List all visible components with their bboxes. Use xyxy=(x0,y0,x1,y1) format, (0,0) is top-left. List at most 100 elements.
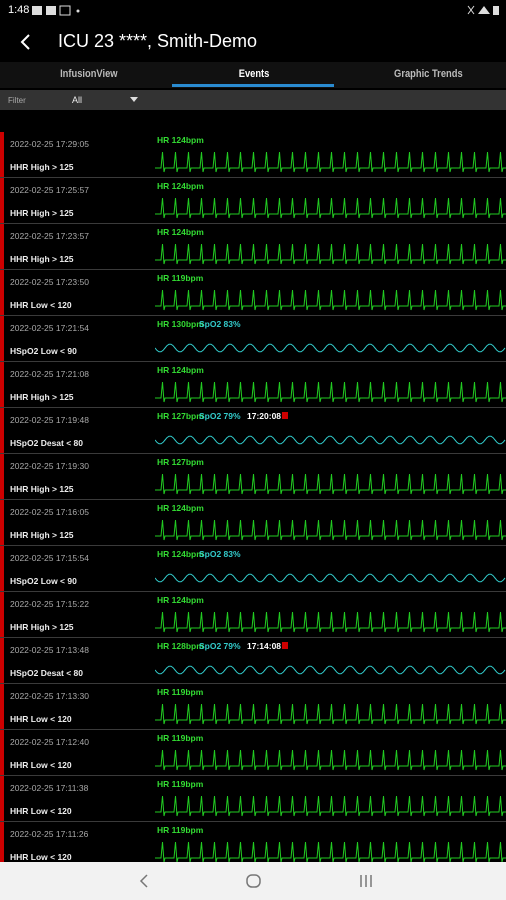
alarm-indicator xyxy=(0,224,4,269)
event-time: 2022-02-25 17:11:26 xyxy=(10,829,89,839)
hr-label: HR 124bpm xyxy=(157,595,204,605)
event-time: 2022-02-25 17:12:40 xyxy=(10,737,89,747)
alarm-indicator xyxy=(0,592,4,637)
filter-label: Filter xyxy=(8,96,26,105)
event-row[interactable]: 2022-02-25 17:25:57 HHR High > 125 HR 124b… xyxy=(0,178,506,224)
event-row[interactable]: 2022-02-25 17:16:05 HHR High > 125 HR 124b… xyxy=(0,500,506,546)
event-row[interactable]: 2022-02-25 17:15:54 HSpO2 Low < 90 HR 124b… xyxy=(0,546,506,592)
nav-back[interactable] xyxy=(139,874,148,888)
event-time: 2022-02-25 17:13:30 xyxy=(10,691,89,701)
event-row[interactable]: 2022-02-25 17:11:26 HHR Low < 120 HR 119bp… xyxy=(0,822,506,862)
nav-home[interactable] xyxy=(246,874,261,888)
filter-value[interactable]: All xyxy=(72,95,83,105)
event-row[interactable]: 2022-02-25 17:23:50 HHR Low < 120 HR 119bp… xyxy=(0,270,506,316)
waveform-line xyxy=(155,381,506,403)
waveform-line xyxy=(155,151,506,173)
alarm-type: HHR High > 125 xyxy=(10,162,74,172)
status-bar: 1:48 xyxy=(0,0,506,22)
pleth-waveform xyxy=(155,110,506,132)
ecg-waveform xyxy=(155,749,506,771)
event-row[interactable]: 2022-02-25 17:29:05 HHR High > 125 HR 124b… xyxy=(0,132,506,178)
alarm-type: HSpO2 Desat < 80 xyxy=(10,438,83,448)
back-button[interactable] xyxy=(18,32,34,52)
filter-bar: Filter All xyxy=(0,90,506,110)
waveform-line xyxy=(155,289,506,311)
event-row[interactable]: 2022-02-25 17:11:38 HHR Low < 120 HR 119bp… xyxy=(0,776,506,822)
event-row[interactable]: 2022-02-25 17:12:40 HHR Low < 120 HR 119bp… xyxy=(0,730,506,776)
event-time: 2022-02-25 17:23:50 xyxy=(10,277,89,287)
alarm-type: HHR Low < 120 xyxy=(10,852,72,862)
event-time: 2022-02-25 17:21:54 xyxy=(10,323,89,333)
event-row[interactable]: 2022-02-25 17:13:48 HSpO2 Desat < 80 HR 12… xyxy=(0,638,506,684)
alarm-type: HHR High > 125 xyxy=(10,622,74,632)
waveform-line xyxy=(155,841,506,862)
alarm-type: HHR High > 125 xyxy=(10,254,74,264)
ecg-waveform xyxy=(155,519,506,541)
nav-recent[interactable] xyxy=(360,875,372,887)
alarm-indicator xyxy=(0,178,4,223)
alarm-indicator xyxy=(0,316,4,361)
ecg-waveform xyxy=(155,381,506,403)
event-row[interactable]: 2022-02-25 17:23:57 HHR High > 125 HR 124b… xyxy=(0,224,506,270)
ecg-waveform xyxy=(155,841,506,862)
header: ICU 23 ****, Smith-Demo xyxy=(0,22,506,62)
event-time: 2022-02-25 17:25:57 xyxy=(10,185,89,195)
event-time: 2022-02-25 17:19:30 xyxy=(10,461,89,471)
marker-time: 17:20:08 xyxy=(247,411,282,421)
hr-label: HR 119bpm xyxy=(157,825,204,835)
waveform-line xyxy=(155,703,506,725)
spo2-label: SpO2 83% xyxy=(199,549,241,559)
tab[interactable]: InfusionView xyxy=(60,68,118,80)
marker-time: 17:14:08 xyxy=(247,641,282,651)
hr-label: HR 124bpm xyxy=(157,227,204,237)
ecg-waveform xyxy=(155,703,506,725)
ecg-waveform xyxy=(155,611,506,633)
event-row[interactable]: 2022-02-25 17:13:30 HHR Low < 120 HR 119bp… xyxy=(0,684,506,730)
nav-icons xyxy=(139,874,372,888)
alarm-type: HSpO2 Low < 90 xyxy=(10,346,77,356)
event-row[interactable]: 2022-02-25 17:19:30 HHR High > 125 HR 127b… xyxy=(0,454,506,500)
spo2-label: SpO2 79% xyxy=(199,641,241,651)
waveform-line xyxy=(155,435,506,445)
hr-label: HR 119bpm xyxy=(157,733,204,743)
alarm-type: HHR High > 125 xyxy=(10,392,74,402)
waveform-line xyxy=(155,519,506,541)
status-icons xyxy=(32,5,80,16)
waveform-line xyxy=(155,611,506,633)
waveform-line xyxy=(155,473,506,495)
alarm-indicator xyxy=(0,270,4,315)
spo2-label: SpO2 79% xyxy=(199,411,241,421)
hr-label: HR 119bpm xyxy=(157,273,204,283)
alarm-indicator xyxy=(0,546,4,591)
alarm-type: HHR High > 125 xyxy=(10,208,74,218)
event-row[interactable]: 2022-02-25 17:19:48 HSpO2 Desat < 80 HR 12… xyxy=(0,408,506,454)
alarm-indicator xyxy=(0,408,4,453)
tab[interactable]: Graphic Trends xyxy=(394,68,463,80)
event-row[interactable]: 2022-02-25 17:21:08 HHR High > 125 HR 124b… xyxy=(0,362,506,408)
event-row[interactable]: 2022-02-25 17:21:54 HSpO2 Low < 90 HR 130b… xyxy=(0,316,506,362)
alarm-indicator xyxy=(0,776,4,821)
waveform-line xyxy=(155,197,506,219)
tab-active[interactable]: Events xyxy=(238,68,270,80)
event-row[interactable]: 2022-02-25 17:15:22 HHR High > 125 HR 124b… xyxy=(0,592,506,638)
alarm-indicator xyxy=(0,500,4,545)
system-icons xyxy=(467,5,499,15)
event-time: 2022-02-25 17:11:38 xyxy=(10,783,89,793)
pleth-waveform xyxy=(155,665,506,675)
hr-label: HR 124bpm xyxy=(157,503,204,513)
event-time: 2022-02-25 17:21:08 xyxy=(10,369,89,379)
dropdown-arrow[interactable] xyxy=(130,97,138,103)
clock: 1:48 xyxy=(8,4,30,16)
alarm-indicator xyxy=(0,822,4,862)
alarm-indicator xyxy=(0,132,4,177)
ecg-waveform xyxy=(155,473,506,495)
ecg-waveform xyxy=(155,151,506,173)
spo2-label: SpO2 83% xyxy=(199,319,241,329)
alarm-type: HSpO2 Low < 90 xyxy=(10,576,77,586)
hr-label: HR 127bpm xyxy=(157,457,204,467)
alarm-type: HHR Low < 120 xyxy=(10,714,72,724)
pleth-waveform xyxy=(155,343,506,353)
alarm-indicator xyxy=(0,730,4,775)
